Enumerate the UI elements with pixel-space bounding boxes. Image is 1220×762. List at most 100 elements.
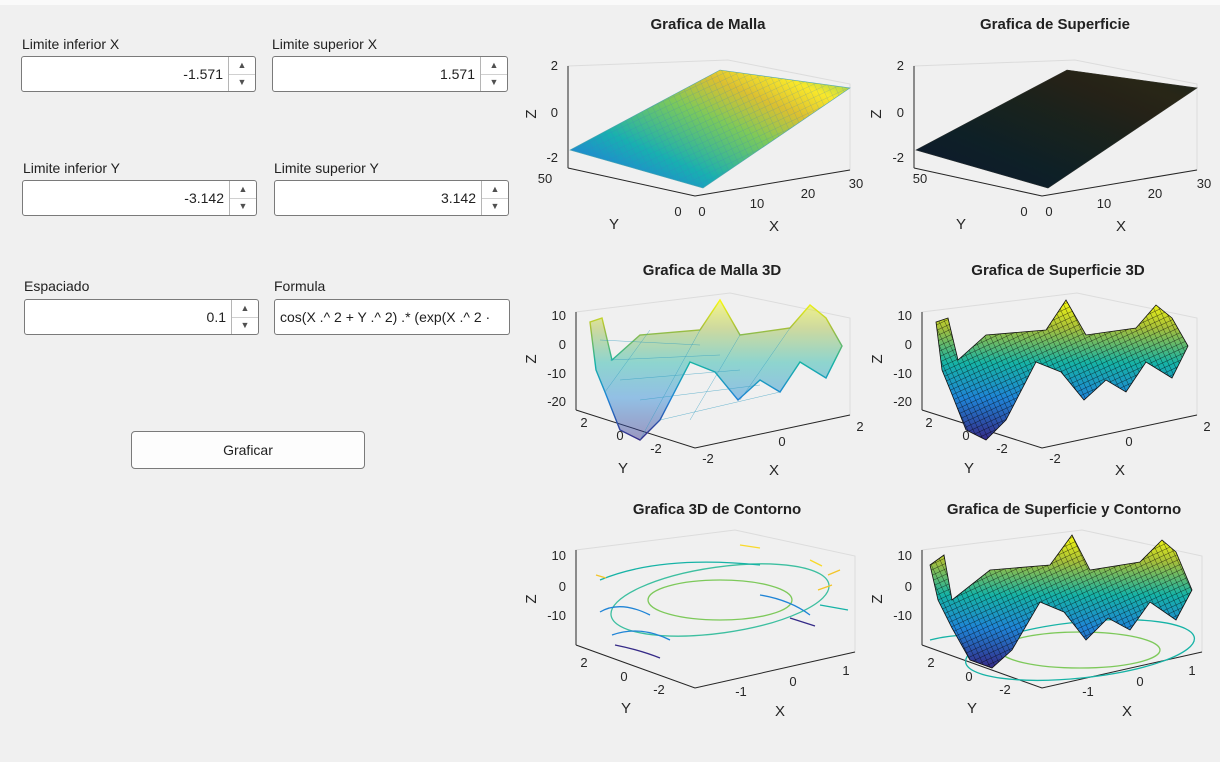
x-upper-decrement-icon[interactable]: ▼ [489, 77, 499, 87]
spacing-value[interactable]: 0.1 [206, 309, 226, 325]
tick-z: -10 [893, 608, 912, 623]
tick-y: -2 [650, 441, 662, 456]
tick-y: 2 [580, 655, 587, 670]
tick-x: 2 [856, 419, 863, 434]
x-axis-label: X [769, 462, 779, 479]
tick-x: 0 [778, 434, 785, 449]
tick-x: 0 [1136, 674, 1143, 689]
tick-y: 2 [927, 655, 934, 670]
window-top-strip [0, 0, 1220, 5]
formula-label: Formula [274, 278, 326, 294]
y-axis-label: Y [621, 700, 631, 717]
tick-x: -1 [735, 684, 747, 699]
plot-surface-contour: Grafica de Superficie y Contorno 10 0 -1… [869, 501, 1203, 720]
plot-surface-contour-title: Grafica de Superficie y Contorno [947, 501, 1181, 518]
tick-y: 0 [1020, 204, 1027, 219]
plot-mesh-3d: Grafica de Malla 3D 10 0 -10 -20 -2 0 2 … [523, 262, 864, 479]
z-axis-label: Z [869, 594, 886, 603]
tick-z: -2 [546, 150, 558, 165]
y-upper-label: Limite superior Y [274, 160, 379, 176]
x-axis-label: X [1115, 462, 1125, 479]
tick-x: 0 [1125, 434, 1132, 449]
y-lower-spinner[interactable]: -3.142 ▲ ▼ [22, 180, 257, 216]
y-lower-decrement-icon[interactable]: ▼ [238, 201, 248, 211]
tick-z: 10 [552, 548, 566, 563]
tick-z: 10 [898, 548, 912, 563]
tick-x: 30 [849, 176, 863, 191]
y-axis-label: Y [964, 460, 974, 477]
tick-y: 50 [538, 171, 552, 186]
spacing-decrement-icon[interactable]: ▼ [240, 320, 250, 330]
plot-surface-title: Grafica de Superficie [980, 16, 1130, 33]
tick-y: -2 [996, 441, 1008, 456]
z-axis-label: Z [868, 109, 885, 118]
tick-z: -10 [893, 366, 912, 381]
plot-surface: Grafica de Superficie 2 0 -2 0 10 20 30 … [868, 16, 1211, 235]
tick-y: 0 [616, 428, 623, 443]
spacing-label: Espaciado [24, 278, 90, 294]
x-axis-label: X [775, 703, 785, 720]
contour-lines [595, 544, 849, 659]
z-axis-label: Z [523, 109, 540, 118]
tick-z: -10 [547, 366, 566, 381]
tick-y: 0 [674, 204, 681, 219]
spacing-spinner[interactable]: 0.1 ▲ ▼ [24, 299, 259, 335]
tick-z: -20 [893, 394, 912, 409]
y-upper-increment-icon[interactable]: ▲ [482, 181, 508, 199]
mesh-3d-surface [589, 298, 843, 441]
x-lower-increment-icon[interactable]: ▲ [229, 57, 255, 75]
y-upper-decrement-icon[interactable]: ▼ [490, 201, 500, 211]
y-lower-label: Limite inferior Y [23, 160, 121, 176]
tick-z: 2 [897, 58, 904, 73]
tick-x: 10 [750, 196, 764, 211]
x-upper-label: Limite superior X [272, 36, 378, 52]
tick-z: 0 [905, 337, 912, 352]
tick-z: 10 [552, 308, 566, 323]
x-lower-label: Limite inferior X [22, 36, 120, 52]
x-lower-spinner[interactable]: -1.571 ▲ ▼ [21, 56, 256, 92]
x-lower-decrement-icon[interactable]: ▼ [237, 77, 247, 87]
tick-x: 10 [1097, 196, 1111, 211]
x-upper-increment-icon[interactable]: ▲ [481, 57, 507, 75]
y-axis-label: Y [618, 460, 628, 477]
plot-button[interactable]: Graficar [131, 431, 365, 469]
tick-z: -20 [547, 394, 566, 409]
y-lower-increment-icon[interactable]: ▲ [230, 181, 256, 199]
tick-y: 0 [965, 669, 972, 684]
tick-z: 0 [559, 579, 566, 594]
y-upper-value[interactable]: 3.142 [440, 190, 476, 206]
tick-y: 2 [925, 415, 932, 430]
tick-y: -2 [653, 682, 665, 697]
tick-x: -1 [1082, 684, 1094, 699]
plot-contour-3d: Grafica 3D de Contorno 10 0 -10 -1 0 1 2… [523, 501, 856, 720]
tick-z: 10 [898, 308, 912, 323]
z-axis-label: Z [523, 354, 540, 363]
z-axis-label: Z [869, 354, 886, 363]
tick-x: 20 [1148, 186, 1162, 201]
x-upper-spinner[interactable]: 1.571 ▲ ▼ [272, 56, 508, 92]
tick-z: 2 [551, 58, 558, 73]
y-lower-value[interactable]: -3.142 [184, 190, 224, 206]
plot-mesh-title: Grafica de Malla [650, 16, 766, 33]
tick-y: 0 [620, 669, 627, 684]
tick-x: 0 [698, 204, 705, 219]
y-upper-spinner[interactable]: 3.142 ▲ ▼ [274, 180, 509, 216]
tick-z: -2 [892, 150, 904, 165]
formula-value[interactable]: cos(X .^ 2 + Y .^ 2) .* (exp(X .^ 2 · [280, 309, 491, 325]
tick-y: 50 [913, 171, 927, 186]
tick-y: -2 [999, 682, 1011, 697]
tick-x: 2 [1203, 419, 1210, 434]
tick-x: 1 [1188, 663, 1195, 678]
tick-z: 0 [905, 579, 912, 594]
plot-mesh: Grafica de Malla 2 0 -2 0 10 20 30 50 0 … [523, 16, 863, 235]
x-lower-value[interactable]: -1.571 [183, 66, 223, 82]
x-upper-value[interactable]: 1.571 [439, 66, 475, 82]
tick-z: 0 [559, 337, 566, 352]
tick-z: -10 [547, 608, 566, 623]
tick-x: 20 [801, 186, 815, 201]
spacing-increment-icon[interactable]: ▲ [232, 300, 258, 318]
formula-input[interactable]: cos(X .^ 2 + Y .^ 2) .* (exp(X .^ 2 · [274, 299, 510, 335]
y-axis-label: Y [967, 700, 977, 717]
x-axis-label: X [1122, 703, 1132, 720]
